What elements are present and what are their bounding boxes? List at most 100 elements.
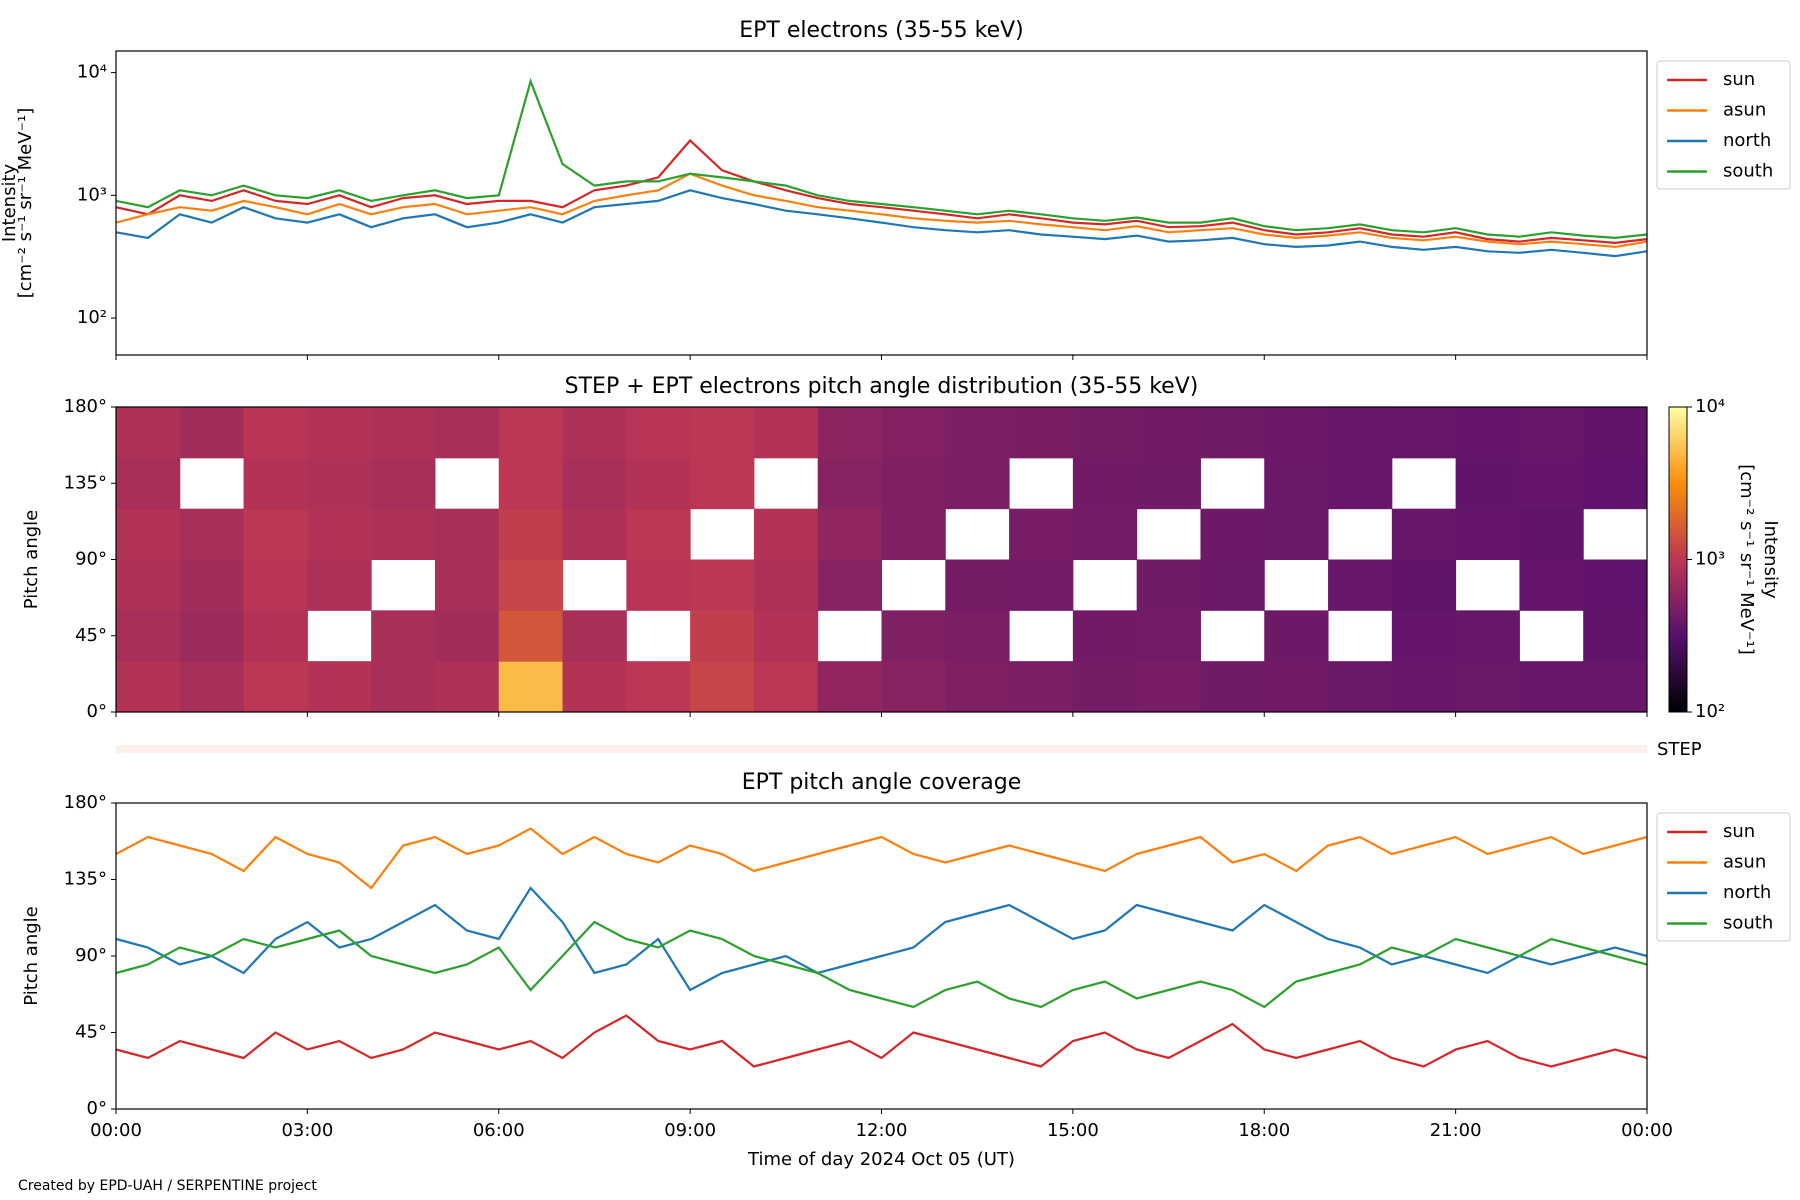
colorbar-label: [cm⁻² s⁻¹ sr⁻¹ MeV⁻¹] (1736, 464, 1757, 655)
heat-cell (817, 508, 882, 560)
series-line (116, 1014, 1647, 1068)
heat-cell (1200, 559, 1265, 611)
heat-cell (945, 610, 1010, 662)
colorbar (1668, 406, 1688, 713)
heat-cell (1391, 610, 1457, 662)
y-axis-label: Pitch angle (21, 906, 42, 1005)
heat-cell (307, 559, 372, 611)
legend-label: north (1723, 130, 1771, 151)
x-tick-label: 06:00 (473, 1120, 525, 1141)
heat-cell (179, 407, 245, 459)
heat-cell (116, 508, 181, 560)
heat-cell (498, 457, 564, 510)
heat-cell (1519, 457, 1584, 510)
colorbar-tick-label: 10³ (1695, 549, 1725, 570)
heat-cell (307, 661, 372, 712)
heat-cell (945, 407, 1010, 459)
heat-cell (1072, 610, 1138, 662)
series-line (116, 77, 1647, 240)
series-line (116, 189, 1647, 258)
x-tick-label: 00:00 (90, 1120, 142, 1141)
heat-cell (1391, 508, 1457, 560)
heat-cell (243, 559, 308, 611)
y-tick-label: 90° (75, 945, 107, 966)
heat-cell (881, 407, 946, 459)
heat-cell (562, 610, 627, 662)
chart-title: EPT pitch angle coverage (742, 770, 1022, 795)
heat-cell (371, 661, 436, 712)
heat-cell (690, 559, 755, 611)
heat-cell (881, 457, 946, 510)
heat-cell (1072, 407, 1138, 459)
legend-label: south (1723, 161, 1773, 182)
heat-cell (1200, 661, 1265, 712)
y-tick-label: 135° (64, 869, 107, 890)
heat-cell (753, 610, 819, 662)
heat-cell (690, 457, 755, 510)
step-strip (116, 745, 1647, 753)
heat-cell (753, 559, 819, 611)
heat-cell (1072, 661, 1138, 712)
heat-cell (243, 610, 308, 662)
y-tick-label: 45° (75, 1022, 107, 1043)
heat-cell (1136, 610, 1201, 662)
plot-area (116, 827, 1647, 1068)
heat-cell (371, 610, 436, 662)
heat-cell (1455, 610, 1520, 662)
heat-cell (1009, 508, 1074, 560)
heat-cell (1136, 661, 1201, 712)
heat-cell (116, 559, 181, 611)
heat-cell (1328, 457, 1393, 510)
heat-cell (881, 661, 946, 712)
heat-cell (1583, 457, 1647, 510)
heat-cell (1264, 508, 1329, 560)
heat-cell (1519, 661, 1584, 712)
x-tick-label: 18:00 (1238, 1120, 1290, 1141)
heat-cell (626, 407, 691, 459)
heat-cell (498, 407, 564, 459)
y-tick-label: 0° (87, 1098, 107, 1119)
series-line (116, 138, 1647, 245)
y-tick-label: 180° (64, 792, 107, 813)
heat-cell (1264, 407, 1329, 459)
heat-cell (1455, 508, 1520, 560)
heat-cell (562, 457, 627, 510)
legend-label: sun (1723, 69, 1755, 90)
heat-cell (945, 457, 1010, 510)
colorbar-tick-label: 10² (1695, 701, 1725, 722)
colorbar-label: Intensity (1760, 520, 1781, 599)
series-line (116, 827, 1647, 890)
heat-cell (753, 407, 819, 459)
heat-cell (753, 661, 819, 712)
heat-cell (626, 661, 691, 712)
x-tick-label: 00:00 (1621, 1120, 1673, 1141)
heat-cell (1200, 508, 1265, 560)
legend-label: asun (1723, 852, 1766, 873)
plot-area (116, 77, 1647, 258)
heat-cell (371, 508, 436, 560)
heat-cell (1200, 407, 1265, 459)
heat-cell (498, 610, 564, 662)
heat-cell (753, 508, 819, 560)
heat-cell (817, 407, 882, 459)
heat-cell (881, 610, 946, 662)
heat-cell (307, 508, 372, 560)
heat-cell (1072, 508, 1138, 560)
heat-cell (498, 661, 564, 712)
x-tick-label: 09:00 (664, 1120, 716, 1141)
heat-cell (179, 610, 245, 662)
heat-cell (243, 661, 308, 712)
heat-cell (562, 661, 627, 712)
heat-cell (307, 457, 372, 510)
plot-area (116, 407, 1647, 712)
heat-cell (243, 457, 308, 510)
x-axis-label: Time of day 2024 Oct 05 (UT) (747, 1149, 1015, 1170)
heat-cell (1264, 661, 1329, 712)
y-tick-label: 90° (75, 549, 107, 570)
legend-box (1656, 812, 1791, 942)
heat-cell (371, 407, 436, 459)
legend-label: asun (1723, 100, 1766, 121)
heat-cell (243, 508, 308, 560)
heat-cell (626, 508, 691, 560)
heat-cell (690, 610, 755, 662)
